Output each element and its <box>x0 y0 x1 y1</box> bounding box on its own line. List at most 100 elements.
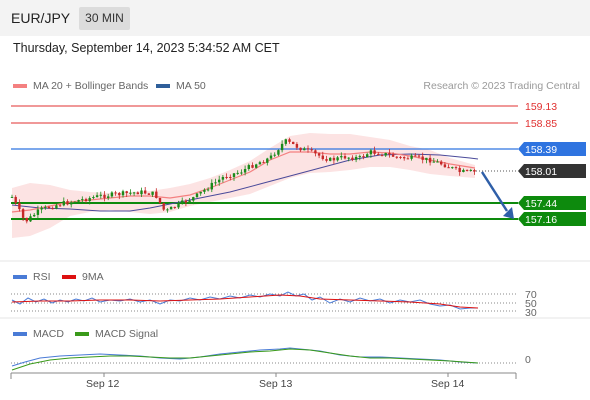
candle-body <box>84 199 88 202</box>
candle-body <box>169 206 173 210</box>
candle-body <box>184 200 188 203</box>
candle-body <box>21 209 25 218</box>
candle-body <box>410 155 413 159</box>
candle-body <box>454 167 458 169</box>
candle-body <box>369 150 373 155</box>
candle-body <box>458 167 461 173</box>
candle-body <box>388 152 391 155</box>
candle-body <box>70 202 73 205</box>
chart-header: EUR/JPY 30 MIN <box>0 0 590 36</box>
candle-body <box>236 172 239 174</box>
rsi-tick: 70 <box>525 289 537 301</box>
candle-body <box>321 155 324 160</box>
candle-body <box>384 152 387 156</box>
candle-body <box>229 177 232 179</box>
pivot-tag <box>518 142 586 156</box>
candle-body <box>158 197 162 203</box>
candle-body <box>81 199 84 201</box>
candle-body <box>269 155 273 159</box>
candle-body <box>417 155 421 157</box>
candle-body <box>469 170 472 172</box>
candle-body <box>266 158 269 163</box>
candle-body <box>132 192 136 194</box>
candle-body <box>399 156 402 158</box>
candle-body <box>325 159 328 161</box>
x-axis-label: Sep 13 <box>259 378 292 390</box>
candle-body <box>140 190 143 195</box>
candle-body <box>221 176 225 180</box>
candle-body <box>44 206 47 208</box>
candle-body <box>255 164 258 168</box>
last-price-tag <box>518 164 586 178</box>
candle-body <box>192 197 195 201</box>
level-label: 158.01 <box>525 166 557 178</box>
legend-rsi-9ma: 9MA <box>62 271 104 283</box>
candle-body <box>332 157 336 161</box>
candle-body <box>373 150 376 154</box>
legend-rsi: RSI <box>13 271 51 283</box>
macd-signal-line <box>11 348 479 371</box>
candle-body <box>155 191 158 198</box>
rsi-tick: 50 <box>525 298 537 310</box>
candle-body <box>218 179 221 183</box>
candle-body <box>73 201 77 203</box>
instrument-label: EUR/JPY <box>11 10 71 26</box>
support-tag <box>518 196 586 210</box>
candle-body <box>10 196 14 198</box>
candle-body <box>314 150 317 154</box>
candle-body <box>262 162 265 164</box>
candle-body <box>18 202 21 210</box>
x-axis-label: Sep 12 <box>86 378 119 390</box>
candle-body <box>340 156 343 158</box>
legend-ma20: MA 20 + Bollinger Bands <box>13 80 148 92</box>
level-label: 159.13 <box>525 101 557 113</box>
level-label: 157.16 <box>525 214 557 226</box>
candle-body <box>462 169 465 173</box>
candle-body <box>414 155 417 157</box>
candle-body <box>440 161 443 165</box>
candle-body <box>199 191 202 194</box>
candle-body <box>203 189 206 192</box>
candle-body <box>110 192 114 197</box>
candle-body <box>292 141 295 144</box>
candle-body <box>225 176 228 178</box>
candle-body <box>351 157 354 160</box>
candle-body <box>51 208 54 210</box>
candle-body <box>465 169 469 171</box>
legend-macd-signal: MACD Signal <box>75 328 158 340</box>
candle-body <box>258 162 262 165</box>
candle-body <box>33 214 36 217</box>
x-axis-label: Sep 14 <box>431 378 464 390</box>
price-candles <box>10 137 476 224</box>
candle-body <box>443 164 447 168</box>
candle-body <box>118 193 121 196</box>
candle-body <box>103 194 106 198</box>
candle-body <box>206 189 210 191</box>
candle-body <box>99 194 102 196</box>
candle-body <box>299 147 302 151</box>
candle-body <box>121 191 125 196</box>
timeframe-button[interactable]: 30 MIN <box>79 7 130 30</box>
candle-body <box>295 143 299 148</box>
macd-tick: 0 <box>525 354 531 366</box>
candle-body <box>277 150 280 155</box>
candle-body <box>421 156 424 160</box>
candle-body <box>247 165 250 170</box>
legend-macd: MACD <box>13 328 64 340</box>
candle-body <box>25 217 28 222</box>
candle-body <box>284 139 287 144</box>
candle-body <box>36 209 40 215</box>
legend-swatch <box>13 84 27 89</box>
candle-body <box>55 205 58 209</box>
candle-body <box>473 170 476 172</box>
candle-body <box>114 192 117 194</box>
legend-swatch <box>156 84 170 89</box>
candle-body <box>347 157 350 159</box>
timestamp: Thursday, September 14, 2023 5:34:52 AM … <box>13 41 280 55</box>
candle-body <box>88 198 91 202</box>
candle-body <box>406 158 410 160</box>
candle-body <box>377 153 380 155</box>
candle-body <box>92 197 95 199</box>
candle-body <box>107 196 110 198</box>
